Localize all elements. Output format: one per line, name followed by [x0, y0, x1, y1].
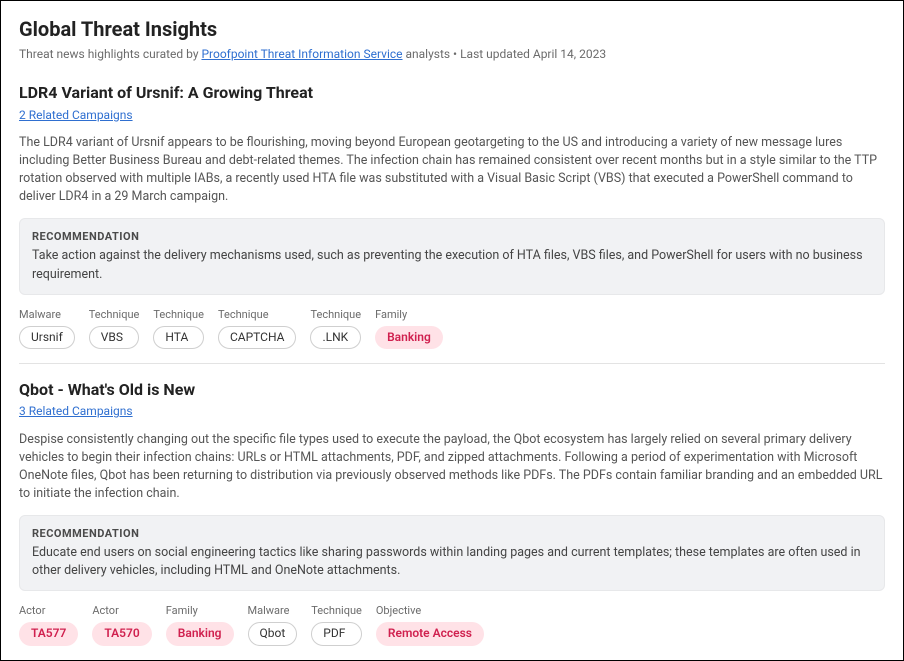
- tag-group: Malware Qbot: [248, 603, 298, 646]
- tag-category: Malware: [19, 307, 75, 323]
- curator-link[interactable]: Proofpoint Threat Information Service: [201, 47, 402, 61]
- related-campaigns-link[interactable]: 2 Related Campaigns: [19, 107, 133, 124]
- tag-category: Malware: [248, 603, 298, 619]
- last-updated: April 14, 2023: [533, 47, 606, 61]
- tag-pill[interactable]: Ursnif: [19, 326, 75, 350]
- article-title: Qbot - What's Old is New: [19, 378, 885, 401]
- tag-group: Family Banking: [375, 307, 443, 350]
- tag-category: Technique: [311, 603, 362, 619]
- article-body: The LDR4 variant of Ursnif appears to be…: [19, 134, 885, 207]
- tag-category: Actor: [92, 603, 151, 619]
- tag-pill[interactable]: Qbot: [248, 622, 298, 646]
- recommendation-label: RECOMMENDATION: [32, 229, 872, 245]
- tag-group: Malware Ursnif: [19, 307, 75, 350]
- tag-pill[interactable]: Remote Access: [376, 622, 484, 646]
- tag-group: Technique VBS: [89, 307, 140, 350]
- tags-row: Actor TA577 Actor TA570 Family Banking Malware…: [19, 603, 885, 646]
- tag-category: Technique: [310, 307, 361, 323]
- article-title: LDR4 Variant of Ursnif: A Growing Threat: [19, 81, 885, 104]
- page-title: Global Threat Insights: [19, 15, 885, 44]
- page-subtitle: Threat news highlights curated by Proofp…: [19, 46, 885, 63]
- subtitle-mid: analysts • Last updated: [403, 47, 533, 61]
- article: LDR4 Variant of Ursnif: A Growing Threat…: [19, 81, 885, 349]
- recommendation-text: Take action against the delivery mechani…: [32, 247, 872, 283]
- tag-group: Technique PDF: [311, 603, 362, 646]
- tag-category: Technique: [89, 307, 140, 323]
- recommendation-box: RECOMMENDATION Take action against the de…: [19, 218, 885, 294]
- tags-row: MalwareUrsnifTechniqueVBSTechniqueHTATec…: [19, 307, 885, 350]
- recommendation-box: RECOMMENDATION Educate end users on socia…: [19, 515, 885, 591]
- tag-group: Objective Remote Access: [376, 603, 484, 646]
- tag-category: Family: [166, 603, 234, 619]
- tag-pill[interactable]: HTA: [153, 326, 204, 350]
- related-campaigns-link[interactable]: 3 Related Campaigns: [19, 403, 133, 420]
- tag-pill[interactable]: CAPTCHA: [218, 326, 297, 350]
- tag-group: Family Banking: [166, 603, 234, 646]
- tag-group: Technique CAPTCHA: [218, 307, 297, 350]
- tag-pill[interactable]: Banking: [375, 326, 443, 350]
- tag-group: Actor TA570: [92, 603, 151, 646]
- tag-category: Family: [375, 307, 443, 323]
- tag-group: Technique HTA: [153, 307, 204, 350]
- article-body: Despise consistently changing out the sp…: [19, 431, 885, 504]
- tag-category: Technique: [153, 307, 204, 323]
- tag-pill[interactable]: Banking: [166, 622, 234, 646]
- subtitle-prefix: Threat news highlights curated by: [19, 47, 201, 61]
- tag-category: Actor: [19, 603, 78, 619]
- tag-pill[interactable]: TA570: [92, 622, 151, 646]
- tag-category: Objective: [376, 603, 484, 619]
- tag-pill[interactable]: TA577: [19, 622, 78, 646]
- tag-category: Technique: [218, 307, 297, 323]
- article: Qbot - What's Old is New 3 Related Campai…: [19, 363, 885, 646]
- tag-group: Technique .LNK: [310, 307, 361, 350]
- recommendation-label: RECOMMENDATION: [32, 526, 872, 542]
- tag-pill[interactable]: PDF: [311, 622, 362, 646]
- tag-group: Actor TA577: [19, 603, 78, 646]
- recommendation-text: Educate end users on social engineering …: [32, 544, 872, 580]
- tag-pill[interactable]: .LNK: [310, 326, 361, 350]
- tag-pill[interactable]: VBS: [89, 326, 140, 350]
